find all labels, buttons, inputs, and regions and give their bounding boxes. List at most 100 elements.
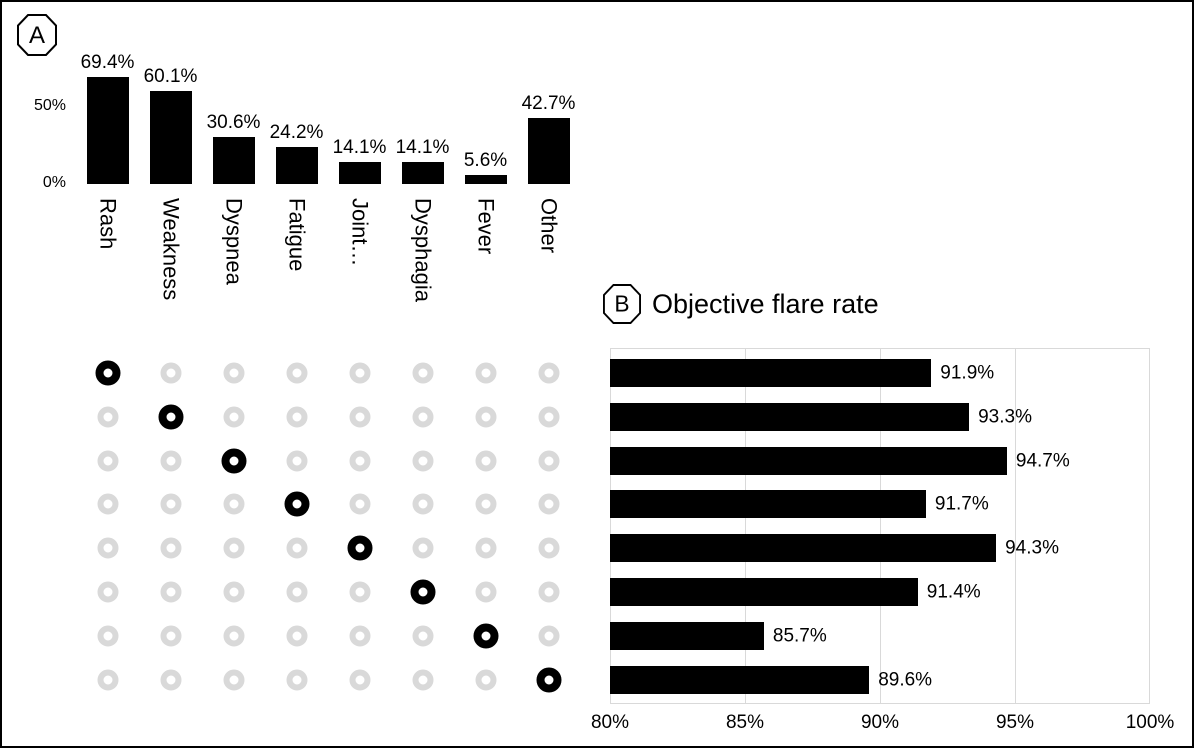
bar	[610, 534, 997, 563]
matrix-dot	[349, 493, 370, 515]
matrix-dot	[97, 537, 118, 559]
bar	[610, 359, 932, 387]
matrix-dot	[538, 406, 559, 428]
category-label: Fever	[473, 198, 499, 255]
matrix-dot-filled	[95, 360, 120, 386]
matrix-dot	[160, 669, 181, 691]
bar	[149, 91, 192, 184]
category-label: Weakness	[158, 198, 184, 301]
matrix-dot	[223, 406, 244, 428]
matrix-dot	[475, 669, 496, 691]
matrix-dot	[538, 362, 559, 384]
bar-value-label: 30.6%	[206, 111, 261, 133]
gridline	[880, 348, 881, 704]
bar-value-label: 91.7%	[934, 493, 989, 515]
matrix-dot	[286, 450, 307, 472]
matrix-dot	[286, 362, 307, 384]
matrix-dot	[223, 362, 244, 384]
bar-value-label: 14.1%	[395, 137, 450, 159]
bar-value-label: 94.3%	[1005, 537, 1059, 559]
y-axis-tick-label: 0%	[42, 174, 66, 191]
bar	[610, 665, 870, 694]
panel-b-badge: B	[603, 284, 641, 324]
matrix-dot	[538, 581, 559, 603]
panel-a-letter: A	[29, 22, 45, 49]
matrix-dot	[223, 669, 244, 691]
matrix-dot	[475, 537, 496, 559]
matrix-dot	[412, 493, 433, 515]
matrix-dot	[349, 625, 370, 647]
bar	[527, 118, 570, 184]
category-label: Rash	[95, 198, 121, 250]
x-axis-tick-label: 80%	[590, 712, 630, 733]
matrix-dot	[160, 450, 181, 472]
matrix-dot	[286, 669, 307, 691]
bar-value-label: 42.7%	[521, 93, 576, 115]
bar-value-label: 69.4%	[80, 52, 135, 74]
category-label: Other	[536, 198, 562, 254]
bar-value-label: 89.6%	[878, 669, 933, 691]
matrix-dot	[97, 406, 118, 428]
matrix-dot	[412, 625, 433, 647]
x-axis-tick-label: 95%	[995, 712, 1035, 733]
bar-value-label: 93.3%	[978, 406, 1032, 428]
x-axis-tick-label: 90%	[860, 712, 900, 733]
matrix-dot-filled	[221, 448, 246, 474]
matrix-dot	[538, 493, 559, 515]
matrix-dot	[349, 669, 370, 691]
category-label: Fatigue	[284, 198, 310, 272]
matrix-dot-filled	[536, 667, 561, 693]
matrix-dot	[160, 537, 181, 559]
bar	[464, 175, 507, 184]
matrix-dot	[286, 625, 307, 647]
bar-value-label: 24.2%	[269, 121, 324, 143]
category-label: Dyspnea	[221, 198, 247, 285]
matrix-dot	[223, 493, 244, 515]
matrix-dot-filled	[347, 535, 372, 561]
bar	[275, 146, 318, 184]
x-axis-tick-label: 100%	[1125, 712, 1175, 733]
matrix-dot	[160, 581, 181, 603]
bar	[610, 490, 926, 519]
matrix-dot	[475, 362, 496, 384]
bar	[401, 162, 444, 184]
matrix-dot	[412, 450, 433, 472]
matrix-dot	[349, 406, 370, 428]
bar	[86, 77, 129, 184]
matrix-dot	[475, 581, 496, 603]
panel-b-badge-svg: B	[603, 284, 641, 324]
matrix-dot	[412, 669, 433, 691]
matrix-dot	[412, 362, 433, 384]
matrix-dot	[538, 537, 559, 559]
matrix-dot	[97, 493, 118, 515]
y-axis-tick-label: 50%	[33, 97, 66, 114]
gridline	[1015, 348, 1016, 704]
matrix-dot	[286, 537, 307, 559]
matrix-dot	[538, 625, 559, 647]
panel-b-title: Objective flare rate	[652, 289, 879, 319]
matrix-dot	[97, 450, 118, 472]
octagon-outline	[603, 284, 641, 324]
bar-value-label: 14.1%	[332, 137, 387, 159]
matrix-dot-filled	[473, 623, 498, 649]
matrix-dot	[97, 625, 118, 647]
matrix-dot	[475, 493, 496, 515]
matrix-dot	[538, 450, 559, 472]
category-label: Dysphagia	[410, 198, 436, 302]
matrix-dot	[160, 493, 181, 515]
matrix-dot	[475, 406, 496, 428]
panel-a-badge: A	[17, 14, 57, 56]
matrix-dot	[349, 450, 370, 472]
matrix-dot-filled	[158, 404, 183, 430]
bar	[212, 136, 255, 184]
bar-value-label: 85.7%	[772, 625, 827, 647]
bar-value-label: 94.7%	[1015, 450, 1070, 472]
panel-b-letter: B	[614, 291, 629, 317]
matrix-dot	[223, 625, 244, 647]
matrix-dot	[412, 537, 433, 559]
bar-value-label: 60.1%	[143, 66, 198, 88]
matrix-dot	[475, 450, 496, 472]
bar	[610, 621, 764, 650]
panel-a-badge-svg: A	[17, 14, 57, 56]
